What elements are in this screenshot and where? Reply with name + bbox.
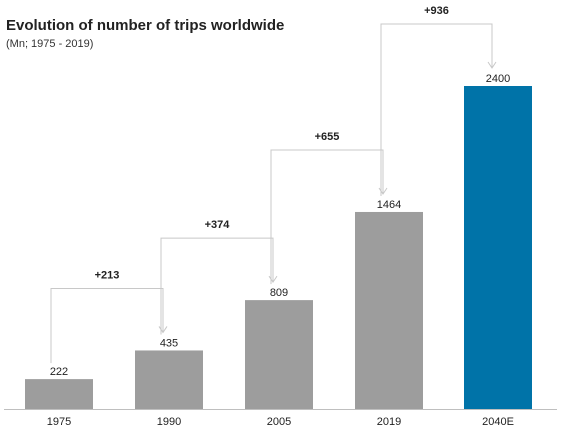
- value-label-1975: 222: [50, 366, 68, 378]
- difference-connector-2005: [160, 237, 274, 335]
- bar-1975: [25, 379, 93, 409]
- difference-connector-2019: [270, 149, 384, 285]
- bar-2019: [355, 211, 423, 409]
- value-label-2019: 1464: [377, 199, 401, 211]
- difference-arrowhead-2040e: [487, 61, 497, 69]
- value-label-1990: 435: [160, 337, 178, 349]
- value-label-2040e: 2400: [486, 73, 510, 85]
- bar-2005: [245, 300, 313, 409]
- difference-label-2005: +374: [205, 219, 231, 231]
- tick-label-1990: 1990: [157, 416, 181, 428]
- difference-arrowhead-2005: [268, 275, 278, 284]
- tick-label-2019: 2019: [377, 416, 401, 428]
- bar-1990: [135, 350, 203, 409]
- difference-connector-1990: [50, 287, 164, 364]
- difference-label-2019: +655: [315, 131, 340, 143]
- value-label-2005: 809: [270, 287, 288, 299]
- difference-arrowhead-1990: [158, 326, 168, 334]
- bar-2040e: [464, 86, 532, 409]
- difference-label-2040e: +936: [424, 5, 449, 17]
- tick-label-2040e: 2040E: [482, 416, 514, 428]
- difference-arrowhead-2019: [378, 187, 388, 195]
- chart-subtitle: (Mn; 1975 - 2019): [6, 38, 94, 50]
- difference-connector-2040e: [380, 23, 493, 196]
- tick-label-2005: 2005: [267, 416, 291, 428]
- chart-title: Evolution of number of trips worldwide: [6, 17, 285, 34]
- difference-label-1990: +213: [95, 269, 120, 281]
- tick-label-1975: 1975: [47, 416, 71, 428]
